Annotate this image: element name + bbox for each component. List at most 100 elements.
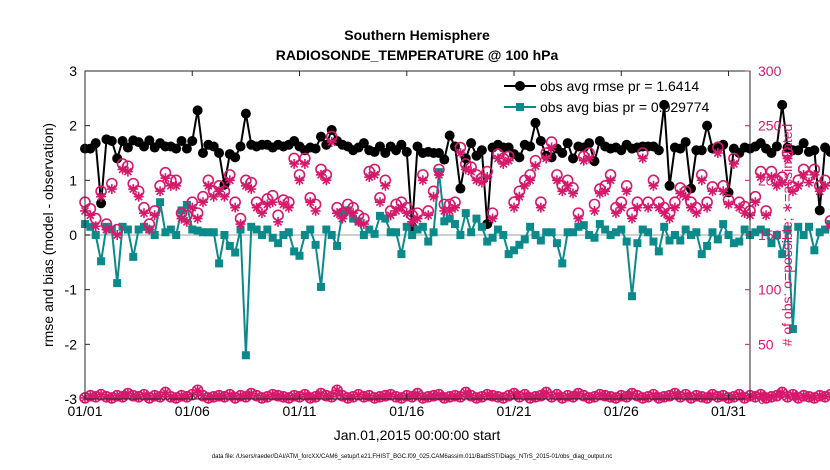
asterisk-stroke — [778, 388, 786, 397]
bias-point — [451, 220, 460, 229]
asterisk-stroke — [493, 154, 503, 163]
rmse-point — [176, 135, 187, 146]
asterisk-stroke — [713, 148, 722, 158]
asterisk-stroke — [188, 203, 197, 212]
bias-point — [526, 222, 535, 231]
asterisk-stroke — [660, 209, 669, 218]
obs-assimilated-point — [369, 169, 380, 180]
obs-assimilated-point — [562, 180, 573, 191]
asterisk-stroke — [156, 187, 165, 196]
y-tick-label-left: 0 — [69, 227, 77, 243]
y-tick-label-left: -1 — [65, 282, 78, 298]
obs-assimilated-point — [530, 161, 541, 172]
data-layer — [79, 99, 830, 404]
asterisk-stroke — [204, 181, 213, 190]
asterisk-stroke — [300, 159, 309, 168]
asterisk-stroke — [536, 203, 545, 212]
obs-assimilated-point — [380, 180, 391, 191]
obs-assimilated-point — [514, 191, 525, 202]
bias-point — [569, 228, 578, 237]
bias-point — [697, 250, 706, 259]
obs-assimilated-point — [128, 184, 139, 195]
asterisk-stroke — [140, 390, 148, 399]
bias-point — [724, 231, 733, 239]
asterisk-stroke — [638, 154, 647, 163]
asterisk-stroke — [773, 392, 781, 400]
bias-point — [821, 225, 830, 234]
obs-assimilated-point — [643, 202, 654, 213]
asterisk-stroke — [778, 178, 787, 187]
bias-point — [440, 217, 449, 226]
bias-point — [633, 239, 642, 248]
obs-assimilated-point — [358, 219, 369, 230]
obs-assimilated-point — [450, 202, 461, 213]
bias-point — [563, 228, 572, 237]
bias-point — [172, 231, 181, 239]
bias-point — [456, 231, 465, 239]
y-tick-label-left: -2 — [65, 336, 78, 352]
asterisk-stroke — [123, 167, 132, 176]
bias-point — [156, 198, 165, 207]
chart-title: Southern Hemisphere — [344, 27, 490, 43]
asterisk-stroke — [113, 230, 122, 240]
asterisk-stroke — [521, 390, 529, 399]
rmse-point — [230, 152, 241, 163]
asterisk-stroke — [150, 211, 159, 220]
bias-point — [166, 225, 175, 234]
obs-assimilated-point — [627, 213, 638, 224]
asterisk-stroke — [456, 148, 465, 158]
rmse-point — [112, 153, 123, 164]
asterisk-stroke — [193, 214, 202, 223]
asterisk-stroke — [354, 217, 363, 226]
bias-point — [306, 225, 315, 234]
asterisk-stroke — [424, 211, 433, 220]
bias-point — [225, 241, 234, 250]
obs-assimilated-point — [326, 137, 337, 148]
obs-assimilated-point — [181, 216, 192, 227]
asterisk-stroke — [247, 185, 256, 194]
bias-point — [198, 228, 207, 237]
asterisk-stroke — [617, 203, 626, 212]
obs-assimilated-point — [267, 197, 278, 208]
obs-assimilated-point — [551, 175, 562, 186]
asterisk-stroke — [585, 154, 594, 163]
asterisk-stroke — [359, 220, 368, 229]
asterisk-stroke — [241, 181, 250, 190]
rmse-point — [814, 205, 825, 216]
asterisk-stroke — [515, 192, 524, 201]
obs-assimilated-point — [401, 208, 412, 219]
bias-point — [429, 228, 438, 237]
series-obs — [81, 168, 830, 360]
obs-assimilated-point — [718, 186, 729, 197]
bias-point — [595, 220, 604, 229]
rmse-point — [96, 198, 107, 209]
x-tick-label: 01/26 — [604, 403, 639, 419]
rmse-point — [825, 146, 830, 157]
bias-point — [413, 225, 422, 234]
asterisk-stroke — [349, 209, 358, 218]
bias-point — [740, 225, 749, 234]
asterisk-stroke — [279, 200, 288, 209]
asterisk-stroke — [226, 390, 234, 399]
asterisk-stroke — [402, 209, 411, 218]
obs-assimilated-point — [466, 166, 477, 177]
asterisk-stroke — [627, 214, 637, 223]
legend-rmse-label: obs avg rmse pr = 1.6414 — [540, 78, 699, 94]
rmse-point — [439, 154, 450, 165]
bias-point — [182, 200, 191, 209]
obs-assimilated-point — [541, 153, 552, 164]
bias-point — [91, 231, 100, 239]
obs-assimilated-point — [90, 221, 101, 232]
rmse-point — [444, 130, 455, 141]
bias-point — [536, 236, 545, 245]
bias-point — [804, 222, 813, 231]
obs-assimilated-point — [680, 191, 691, 202]
bias-point — [204, 228, 213, 237]
bias-point — [552, 239, 561, 248]
obs-assimilated-point — [691, 208, 702, 219]
bias-point — [408, 231, 417, 239]
asterisk-stroke — [107, 185, 116, 194]
asterisk-stroke — [145, 225, 154, 234]
chart-subtitle: RADIOSONDE_TEMPERATURE @ 100 hPa — [276, 47, 559, 63]
